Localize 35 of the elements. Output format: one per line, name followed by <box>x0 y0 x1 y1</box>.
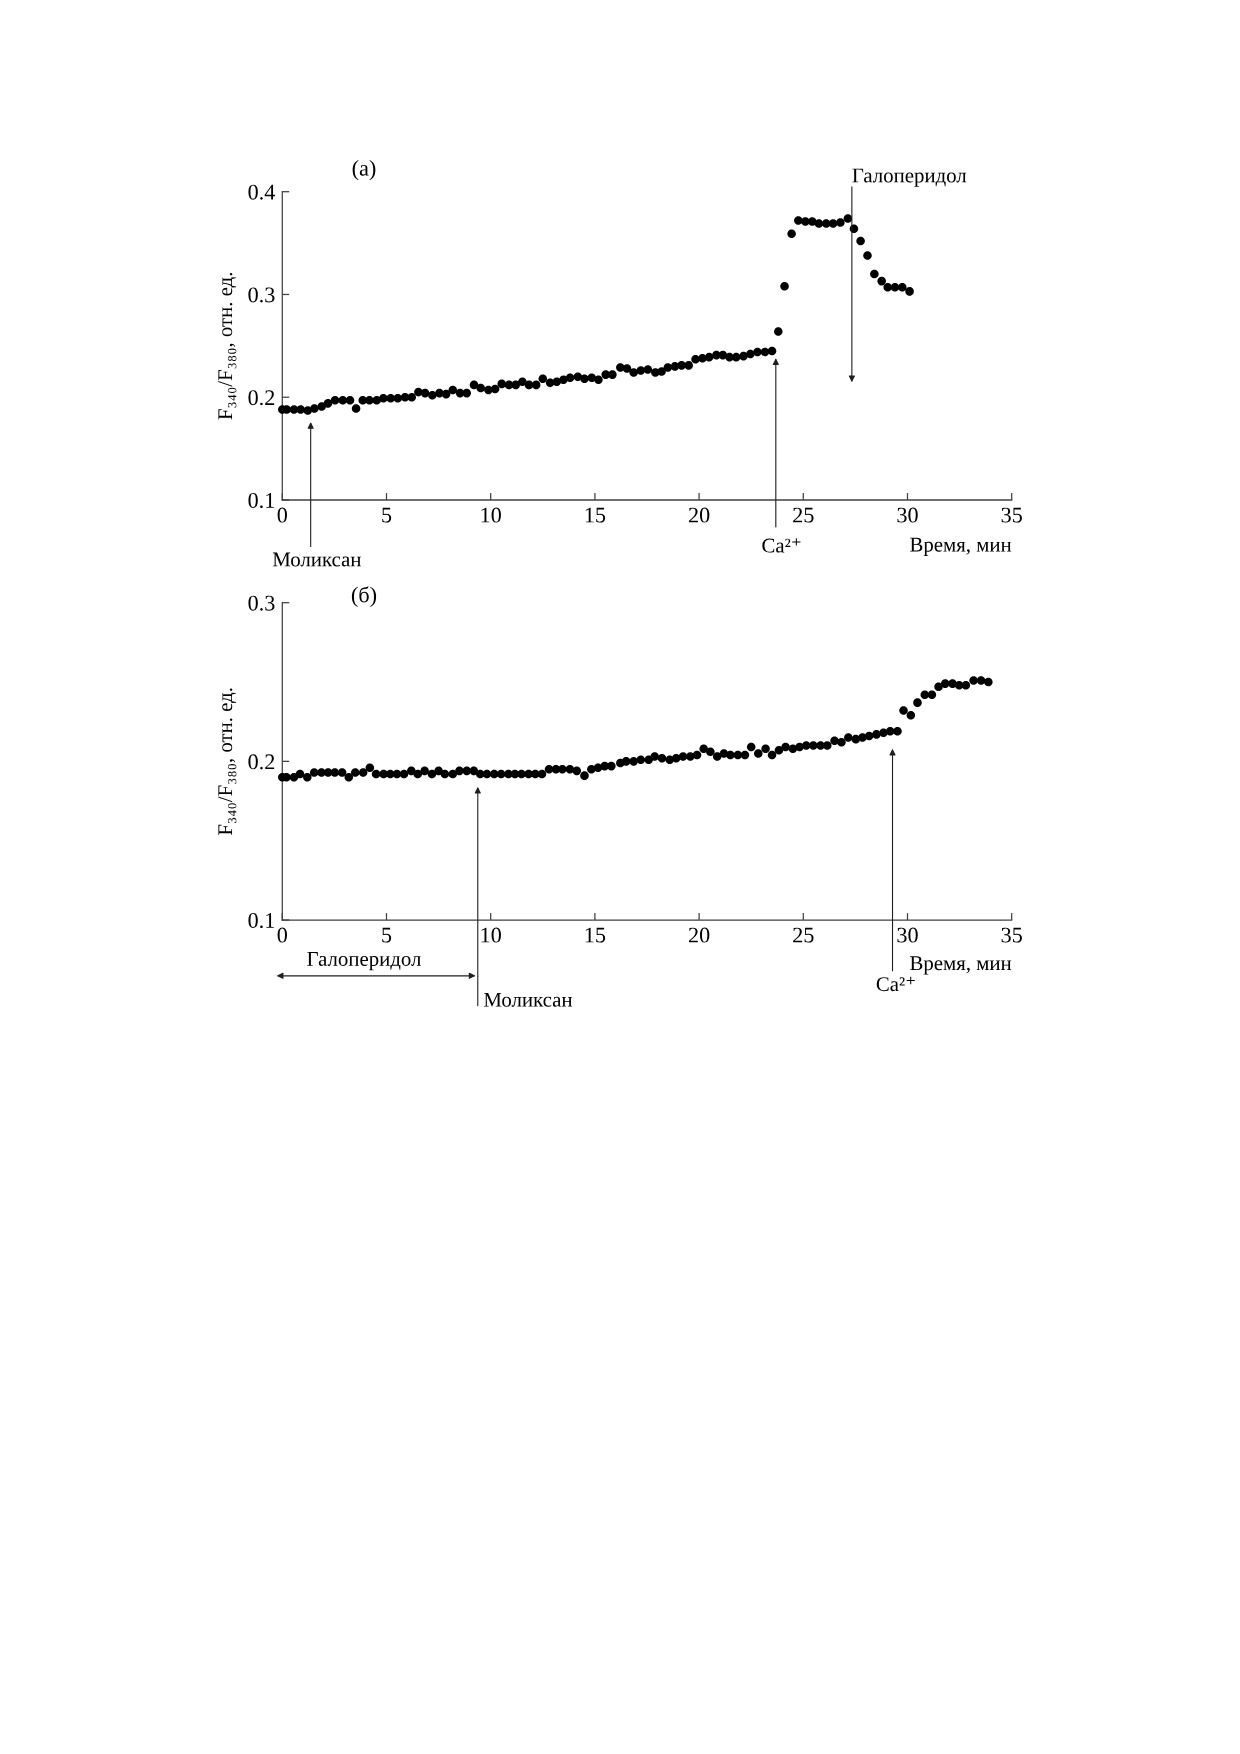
chart-title: (б) <box>351 586 377 607</box>
x-tick-label: 35 <box>1001 507 1022 523</box>
y-axis-title: F₃₄₀/F₃₈₀, отн. ед. <box>218 688 237 836</box>
y-axis-title: F₃₄₀/F₃₈₀, отн. ед. <box>218 272 237 420</box>
x-tick-label: 0 <box>277 927 288 943</box>
text: Ca²⁺ <box>762 538 801 553</box>
x-tick-label: 15 <box>585 507 606 523</box>
x-axis-title: Время, мин <box>910 956 1012 975</box>
x-tick-label: 10 <box>481 927 501 943</box>
chart-title: (а) <box>352 160 376 181</box>
x-tick-label: 5 <box>382 507 392 523</box>
text: Моликсан <box>272 552 361 567</box>
x-axis-title: Время, мин <box>910 537 1012 556</box>
y-tick-label: 0.3 <box>248 595 275 611</box>
y-tick-label: 0.1 <box>248 912 275 929</box>
y-tick-label: 0.2 <box>248 390 275 406</box>
annotation: Галоперидол <box>852 168 967 187</box>
y-tick-label: 0.3 <box>248 287 275 303</box>
x-tick-label: 15 <box>585 927 606 943</box>
y-tick-label: 0.4 <box>248 184 276 200</box>
x-tick-label: 25 <box>793 507 814 523</box>
x-tick-label: 10 <box>481 507 501 523</box>
x-tick-label: 5 <box>382 927 392 943</box>
y-tick-label: 0.2 <box>248 754 275 770</box>
x-tick-label: 30 <box>897 927 918 943</box>
x-tick-label: 20 <box>688 927 710 943</box>
x-tick-label: 0 <box>277 507 288 523</box>
x-tick-label: 30 <box>897 507 918 523</box>
text: Ca²⁺ <box>876 976 915 992</box>
x-tick-label: 25 <box>793 927 814 943</box>
text: Моликсан <box>483 992 573 1007</box>
x-tick-label: 20 <box>688 507 710 523</box>
y-tick-label: 0.1 <box>248 492 275 509</box>
text: Галоперидол <box>307 952 421 971</box>
x-tick-label: 35 <box>1001 927 1022 943</box>
